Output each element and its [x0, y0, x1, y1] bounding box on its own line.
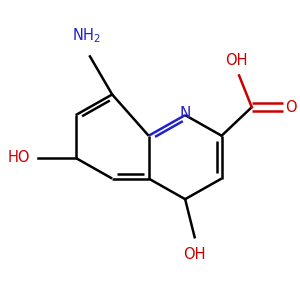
- Text: O: O: [286, 100, 297, 115]
- Text: N: N: [179, 106, 191, 121]
- Text: OH: OH: [225, 52, 247, 68]
- Text: OH: OH: [183, 247, 206, 262]
- Text: HO: HO: [7, 150, 30, 165]
- Text: NH$_2$: NH$_2$: [72, 27, 101, 45]
